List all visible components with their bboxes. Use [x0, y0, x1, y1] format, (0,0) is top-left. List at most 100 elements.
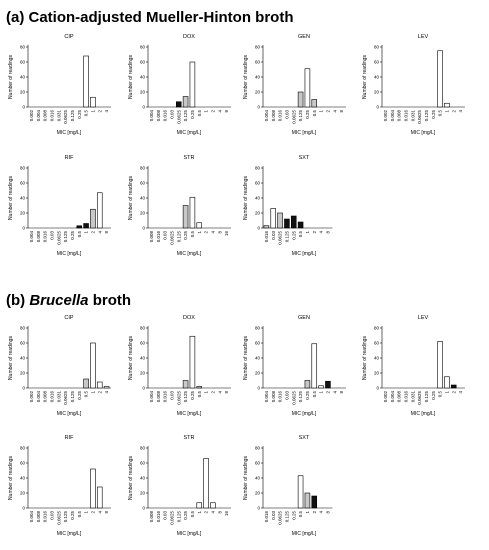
- y-axis-label: Number of readings: [8, 456, 14, 500]
- x-tick-label: 0.002: [383, 110, 388, 122]
- x-tick-label: 0.03: [271, 231, 276, 240]
- svg-text:(a) Cation-adjusted Mueller-Hi: (a) Cation-adjusted Mueller-Hinton broth: [6, 9, 293, 26]
- y-tick-label: 40: [140, 476, 146, 481]
- x-tick-label: 0.016: [43, 231, 48, 243]
- bar: [304, 380, 311, 389]
- x-tick-label: 4: [319, 511, 324, 514]
- x-tick-label: 0.0625: [278, 231, 283, 245]
- x-tick-label: 0.25: [183, 231, 188, 240]
- x-tick-label: 0.031: [410, 391, 415, 403]
- x-tick-label: 2: [325, 110, 330, 113]
- chart-title: SXT: [299, 435, 310, 441]
- x-tick-label: 0.5: [197, 391, 202, 398]
- panel-a-label: (a): [6, 9, 29, 26]
- y-tick-label: 80: [20, 166, 26, 171]
- x-tick-label: 0.0625: [417, 391, 422, 405]
- y-tick-label: 60: [255, 60, 261, 65]
- chart-b-dox: DOX Number of readings 0 20 40 60 80 0.004 0.008…: [128, 315, 231, 417]
- x-tick-label: 0.0625: [56, 231, 61, 245]
- chart-a-cip: CIP Number of readings 0 20 40 60 80 0.002 0.004…: [8, 34, 111, 136]
- chart-b-str: STR Number of readings 0 20 40 60 80 0.008 0.016…: [128, 435, 231, 537]
- x-tick-label: 0.25: [291, 511, 296, 520]
- x-axis-label: MIC [mg/L]: [177, 411, 202, 417]
- x-tick-label: 0.004: [29, 231, 34, 243]
- x-tick-label: 0.25: [70, 231, 75, 240]
- x-tick-label: 0.125: [284, 231, 289, 243]
- y-axis-label: Number of readings: [243, 456, 249, 500]
- x-tick-label: 0.125: [183, 110, 188, 122]
- y-tick-label: 40: [374, 356, 380, 361]
- chart-a-str: STR Number of readings 0 20 40 60 80 0.008 0.016…: [128, 155, 231, 257]
- bar: [297, 475, 304, 509]
- x-tick-label: 1: [444, 391, 449, 394]
- y-tick-label: 20: [140, 90, 146, 95]
- y-axis-label: Number of readings: [128, 176, 134, 220]
- y-axis-label: Number of readings: [128, 55, 134, 99]
- x-tick-label: 16: [224, 231, 229, 237]
- y-tick-label: 20: [20, 491, 26, 496]
- y-tick-label: 80: [255, 446, 261, 451]
- y-tick-label: 0: [376, 386, 379, 391]
- y-tick-label: 0: [142, 386, 145, 391]
- y-tick-label: 0: [22, 386, 25, 391]
- x-axis-label: MIC [mg/L]: [177, 130, 202, 136]
- x-axis-label: MIC [mg/L]: [177, 251, 202, 257]
- y-axis-label: Number of readings: [8, 336, 14, 380]
- x-tick-label: 0.0625: [417, 110, 422, 124]
- x-tick-label: 0.016: [156, 511, 161, 523]
- y-tick-label: 20: [140, 491, 146, 496]
- x-tick-label: 4: [319, 231, 324, 234]
- x-tick-label: 0.004: [36, 110, 41, 122]
- bar: [263, 225, 270, 229]
- x-tick-label: 0.03: [169, 110, 174, 119]
- y-tick-label: 80: [140, 326, 146, 331]
- x-tick-label: 0.016: [163, 391, 168, 403]
- x-tick-label: 0.008: [36, 231, 41, 243]
- x-tick-label: 0.0625: [291, 110, 296, 124]
- x-tick-label: 4: [217, 110, 222, 113]
- x-tick-label: 8: [325, 511, 330, 514]
- y-tick-label: 20: [374, 371, 380, 376]
- y-tick-label: 0: [22, 105, 25, 110]
- x-tick-label: 8: [104, 231, 109, 234]
- x-tick-label: 0.0625: [176, 110, 181, 124]
- x-tick-label: 0.008: [271, 391, 276, 403]
- x-tick-label: 2: [325, 391, 330, 394]
- y-tick-label: 40: [140, 196, 146, 201]
- panel-a-title: Cation-adjusted Mueller-Hinton broth: [29, 9, 294, 26]
- x-tick-label: 0.008: [43, 391, 48, 403]
- x-tick-label: 4: [210, 231, 215, 234]
- x-tick-label: 0.125: [424, 391, 429, 403]
- x-tick-label: 2: [451, 110, 456, 113]
- y-tick-label: 20: [255, 491, 261, 496]
- bar: [284, 218, 290, 229]
- x-tick-label: 1: [90, 110, 95, 113]
- x-tick-label: 0.008: [149, 511, 154, 523]
- y-tick-label: 60: [374, 60, 380, 65]
- x-tick-label: 8: [104, 511, 109, 514]
- bar: [90, 208, 96, 229]
- x-tick-label: 0.0625: [169, 511, 174, 525]
- chart-b-lev: LEV Number of readings 0 20 40 60 80 0.002 0.004…: [362, 315, 465, 417]
- x-tick-label: 0.25: [305, 391, 310, 400]
- x-tick-label: 0.0625: [169, 231, 174, 245]
- chart-title: DOX: [183, 315, 195, 321]
- bar: [437, 341, 443, 389]
- x-tick-label: 0.5: [312, 391, 317, 398]
- x-tick-label: 0.5: [312, 110, 317, 117]
- chart-title: GEN: [298, 315, 310, 321]
- x-tick-label: 1: [305, 231, 310, 234]
- x-tick-label: 8: [217, 511, 222, 514]
- x-tick-label: 0.004: [264, 110, 269, 122]
- bar: [311, 343, 318, 389]
- x-tick-label: 0.125: [284, 511, 289, 523]
- y-tick-label: 60: [140, 461, 146, 466]
- y-tick-label: 40: [255, 476, 261, 481]
- chart-title: STR: [184, 435, 195, 441]
- x-tick-label: 0.25: [305, 110, 310, 119]
- x-tick-label: 8: [224, 110, 229, 113]
- y-tick-label: 60: [255, 181, 261, 186]
